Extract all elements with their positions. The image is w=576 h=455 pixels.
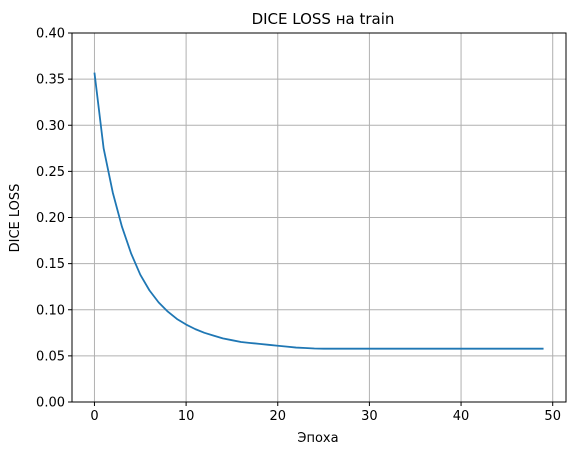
x-tick-label: 30 xyxy=(361,409,378,424)
chart-title: DICE LOSS на train xyxy=(252,10,395,28)
x-tick-label: 0 xyxy=(90,409,98,424)
y-tick-label: 0.10 xyxy=(36,303,65,318)
y-tick-label: 0.05 xyxy=(36,349,65,364)
y-tick-label: 0.35 xyxy=(36,73,65,88)
series-layer xyxy=(93,72,544,350)
y-axis: 0.00 0.05 0.10 0.15 0.20 0.25 0.30 0.35 0.40 xyxy=(36,27,72,411)
y-tick-label: 0.00 xyxy=(36,396,65,411)
y-tick-label: 0.15 xyxy=(36,257,65,272)
y-tick-label: 0.30 xyxy=(36,119,65,134)
x-tick-label: 50 xyxy=(544,409,561,424)
y-tick-label: 0.40 xyxy=(36,27,65,42)
y-tick-label: 0.25 xyxy=(36,165,65,180)
y-tick-label: 0.20 xyxy=(36,211,65,226)
series-line xyxy=(93,72,544,350)
grid-lines xyxy=(72,32,566,403)
x-tick-label: 20 xyxy=(269,409,286,424)
x-axis-title: Эпоха xyxy=(297,431,338,446)
x-tick-label: 10 xyxy=(178,409,195,424)
y-axis-title: DICE LOSS xyxy=(8,184,23,253)
x-tick-label: 40 xyxy=(453,409,470,424)
x-axis: 0 10 20 30 40 50 xyxy=(90,402,561,424)
